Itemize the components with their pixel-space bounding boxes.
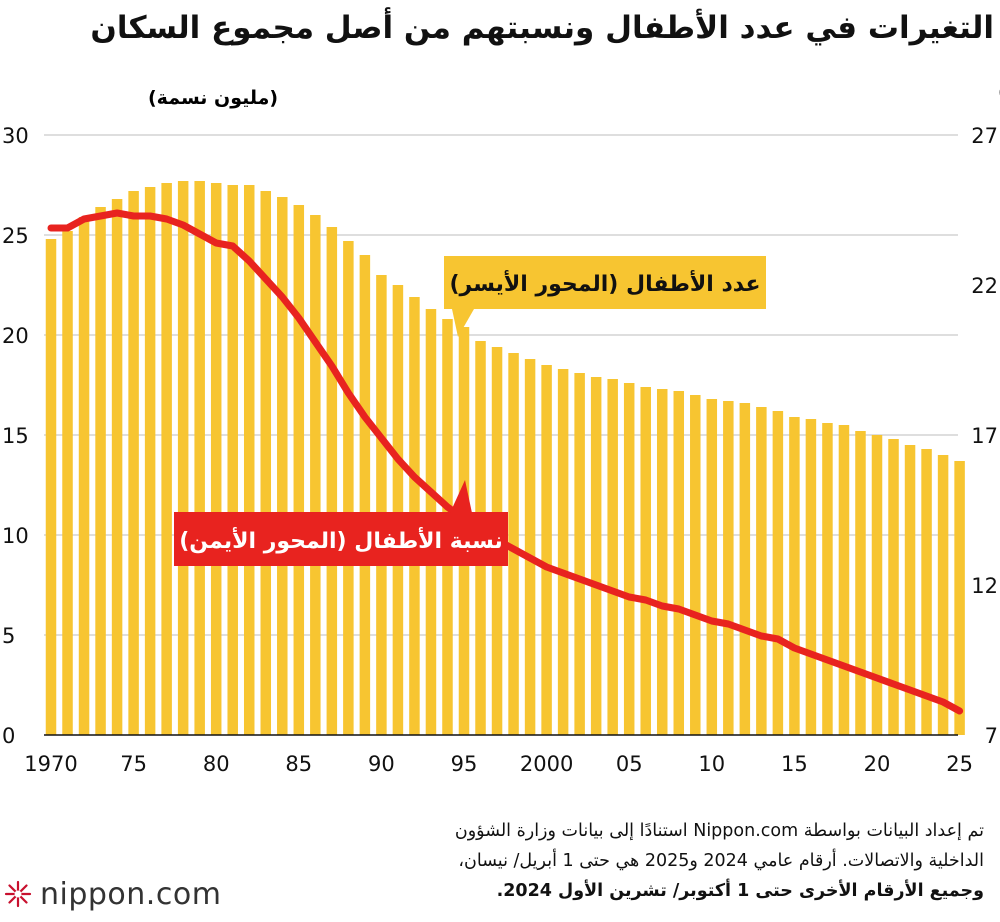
bar <box>904 445 916 735</box>
bar <box>227 185 238 735</box>
bar <box>723 401 734 735</box>
bar <box>210 183 222 735</box>
right-tick-label: 17 <box>971 424 998 448</box>
bars-annotation-label: عدد الأطفال (المحور الأيسر) <box>449 269 760 297</box>
bar <box>937 455 949 735</box>
x-tick-label: 95 <box>451 752 478 776</box>
bar <box>508 353 519 735</box>
bar <box>392 285 404 735</box>
right-tick-label: 7 <box>985 724 998 748</box>
bar <box>111 199 123 735</box>
bar <box>954 461 965 735</box>
x-tick-label: 1970 <box>24 752 77 776</box>
source-line-3: وجميع الأرقام الأخرى حتى 1 أكتوبر/ تشرين… <box>496 881 984 901</box>
bar <box>739 403 751 735</box>
right-tick-label: 27 <box>971 124 998 148</box>
bar <box>343 241 354 735</box>
x-tick-label: 90 <box>368 752 395 776</box>
bar <box>243 185 255 735</box>
bar <box>78 217 90 735</box>
nippon-burst-icon <box>4 880 32 908</box>
bar <box>277 197 288 735</box>
bar <box>62 231 73 735</box>
x-tick-label: 2000 <box>520 752 573 776</box>
bar <box>822 423 833 735</box>
bar <box>541 365 552 735</box>
bar <box>673 391 685 735</box>
bar <box>623 383 635 735</box>
right-tick-label: 12 <box>971 574 998 598</box>
source-line-2: الداخلية والاتصالات. أرقام عامي 2024 و20… <box>458 851 984 871</box>
source-line-1: تم إعداد البيانات بواسطة Nippon.com استن… <box>454 821 984 841</box>
bars-annotation-box <box>444 256 766 309</box>
bar <box>376 275 387 735</box>
left-axis-unit: (مليون نسمة) <box>148 87 278 109</box>
left-tick-label: 15 <box>2 424 29 448</box>
bar <box>656 389 668 735</box>
bar <box>95 207 106 735</box>
bar <box>590 377 602 735</box>
x-tick-label: 05 <box>616 752 643 776</box>
bar <box>45 239 57 735</box>
bar <box>260 191 272 735</box>
bar <box>855 431 866 735</box>
chart-title: التغيرات في عدد الأطفال ونسبتهم من أصل م… <box>90 10 994 46</box>
bar <box>921 449 932 735</box>
line-annotation-pointer <box>450 480 472 513</box>
left-tick-label: 10 <box>2 524 29 548</box>
bar <box>177 181 189 735</box>
x-tick-label: 15 <box>781 752 808 776</box>
bar <box>161 183 172 735</box>
bar <box>293 205 305 735</box>
bars-annotation-pointer <box>452 309 474 337</box>
bar <box>690 395 701 735</box>
bar <box>756 407 767 735</box>
x-tick-label: 85 <box>285 752 312 776</box>
bar <box>772 411 784 735</box>
left-tick-label: 20 <box>2 324 29 348</box>
x-tick-label: 80 <box>203 752 230 776</box>
left-tick-label: 25 <box>2 224 29 248</box>
x-tick-label: 25 <box>946 752 973 776</box>
left-tick-label: 30 <box>2 124 29 148</box>
bar <box>128 191 139 735</box>
bar <box>359 255 371 735</box>
bar <box>144 187 156 735</box>
bar <box>524 359 536 735</box>
source-note: تم إعداد البيانات بواسطة Nippon.com استن… <box>284 816 984 906</box>
bar <box>789 417 800 735</box>
bars-annotation: عدد الأطفال (المحور الأيسر) <box>444 256 766 337</box>
x-tick-label: 10 <box>698 752 725 776</box>
line-annotation-label: نسبة الأطفال (المحور الأيمن) <box>179 526 502 554</box>
bar <box>194 181 205 735</box>
logo-wordmark: nippon.com <box>40 876 222 912</box>
left-tick-label: 0 <box>2 724 15 748</box>
bar <box>310 215 321 735</box>
bar <box>574 373 585 735</box>
bar <box>557 369 569 735</box>
bar <box>838 425 850 735</box>
line-annotation: نسبة الأطفال (المحور الأيمن) <box>174 480 508 566</box>
bar <box>888 439 899 735</box>
bar <box>805 419 817 735</box>
nippon-logo: nippon.com <box>4 872 221 916</box>
right-tick-label: 22 <box>971 274 998 298</box>
line-annotation-box <box>174 512 508 566</box>
bar <box>326 227 338 735</box>
bar <box>706 399 718 735</box>
bar <box>607 379 618 735</box>
bar <box>871 435 883 735</box>
x-tick-label: 75 <box>120 752 147 776</box>
right-axis-unit: (٪) <box>998 81 1000 103</box>
bar <box>640 387 651 735</box>
left-tick-label: 5 <box>2 624 15 648</box>
x-tick-label: 20 <box>864 752 891 776</box>
